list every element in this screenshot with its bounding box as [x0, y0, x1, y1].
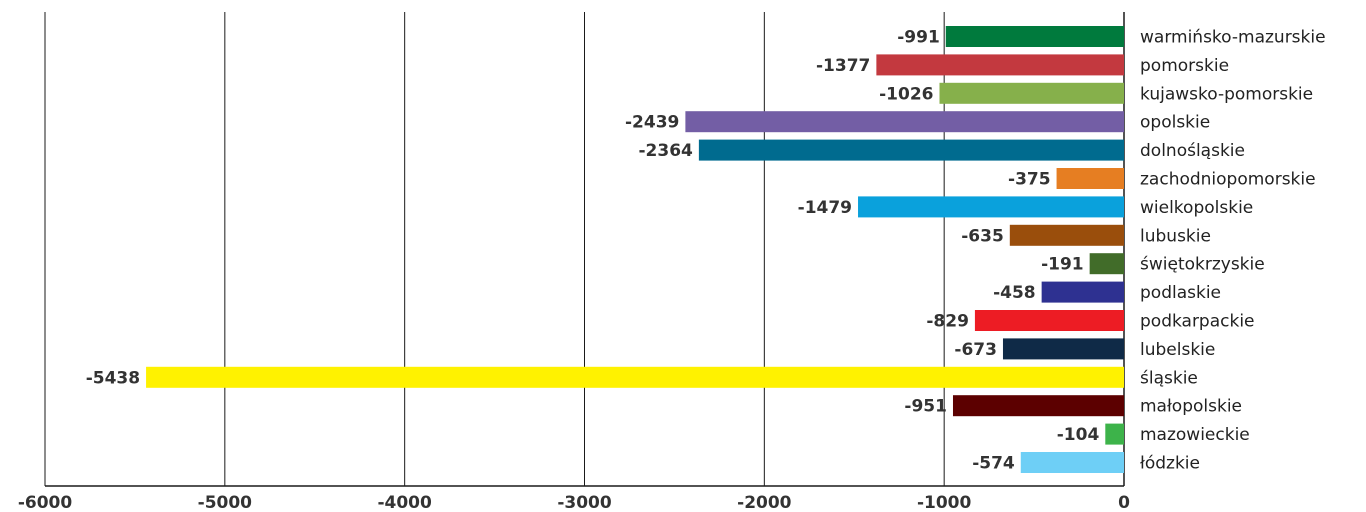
category-label: warmińsko-mazurskie: [1140, 28, 1326, 48]
bar-value-label: -5438: [86, 368, 140, 388]
category-label: lubuskie: [1140, 226, 1211, 246]
category-label: lubelskie: [1140, 340, 1215, 360]
bar: [685, 111, 1124, 133]
bar-value-label: -951: [904, 397, 947, 417]
category-label: zachodniopomorskie: [1140, 170, 1316, 190]
x-axis-tick-labels: -6000 -5000 -4000 -3000 -2000 -1000 0: [18, 493, 1130, 512]
bar-value-label: -458: [993, 283, 1036, 303]
bar: [1041, 281, 1124, 303]
bar: [1089, 253, 1124, 275]
bar-value-label: -1377: [816, 56, 870, 76]
category-label: świętokrzyskie: [1140, 255, 1265, 275]
bar: [952, 395, 1124, 417]
category-label: wielkopolskie: [1140, 198, 1253, 218]
bar: [1056, 168, 1124, 189]
x-tick-label: -4000: [377, 493, 432, 512]
category-label: opolskie: [1140, 113, 1210, 133]
bars: [146, 26, 1124, 473]
bar: [1105, 423, 1124, 445]
value-labels: -991 -1377 -1026 -2439 -2364 -375 -1479 -635 -19…: [86, 28, 1100, 474]
bar: [1002, 338, 1124, 360]
category-label: podlaskie: [1140, 283, 1221, 303]
bar-value-label: -991: [897, 28, 940, 48]
x-tick-label: -5000: [198, 493, 253, 512]
bar: [1009, 224, 1124, 246]
bar-value-label: -2439: [625, 113, 679, 133]
category-label: małopolskie: [1140, 397, 1242, 417]
bar-value-label: -191: [1041, 255, 1084, 275]
category-label: łódzkie: [1140, 454, 1200, 474]
bar: [876, 54, 1124, 76]
bar-value-label: -375: [1008, 170, 1051, 190]
x-tick-label: -1000: [917, 493, 972, 512]
bar-value-label: -635: [961, 226, 1004, 246]
bar: [974, 310, 1124, 331]
bar: [858, 196, 1124, 218]
category-label: śląskie: [1140, 368, 1198, 388]
bar-value-label: -829: [926, 312, 969, 332]
x-tick-label: -2000: [737, 493, 792, 512]
bar: [939, 82, 1124, 104]
x-tick-label: -3000: [557, 493, 612, 512]
category-label: podkarpackie: [1140, 312, 1255, 332]
x-tick-label: -6000: [18, 493, 73, 512]
bar: [146, 366, 1124, 388]
x-tick-label: 0: [1118, 493, 1130, 512]
category-label: kujawsko-pomorskie: [1140, 84, 1313, 104]
bar-value-label: -1026: [879, 84, 933, 104]
bar-value-label: -2364: [638, 141, 693, 161]
bar: [945, 26, 1124, 47]
bar-value-label: -673: [954, 340, 997, 360]
bar-value-label: -574: [972, 454, 1015, 474]
bar: [698, 139, 1124, 161]
bar-value-label: -104: [1057, 425, 1100, 445]
category-labels: warmińsko-mazurskie pomorskie kujawsko-pom…: [1140, 28, 1326, 474]
category-label: mazowieckie: [1140, 425, 1250, 445]
bar-value-label: -1479: [798, 198, 852, 218]
category-label: dolnośląskie: [1140, 141, 1245, 161]
bar: [1020, 452, 1124, 473]
category-label: pomorskie: [1140, 56, 1229, 76]
